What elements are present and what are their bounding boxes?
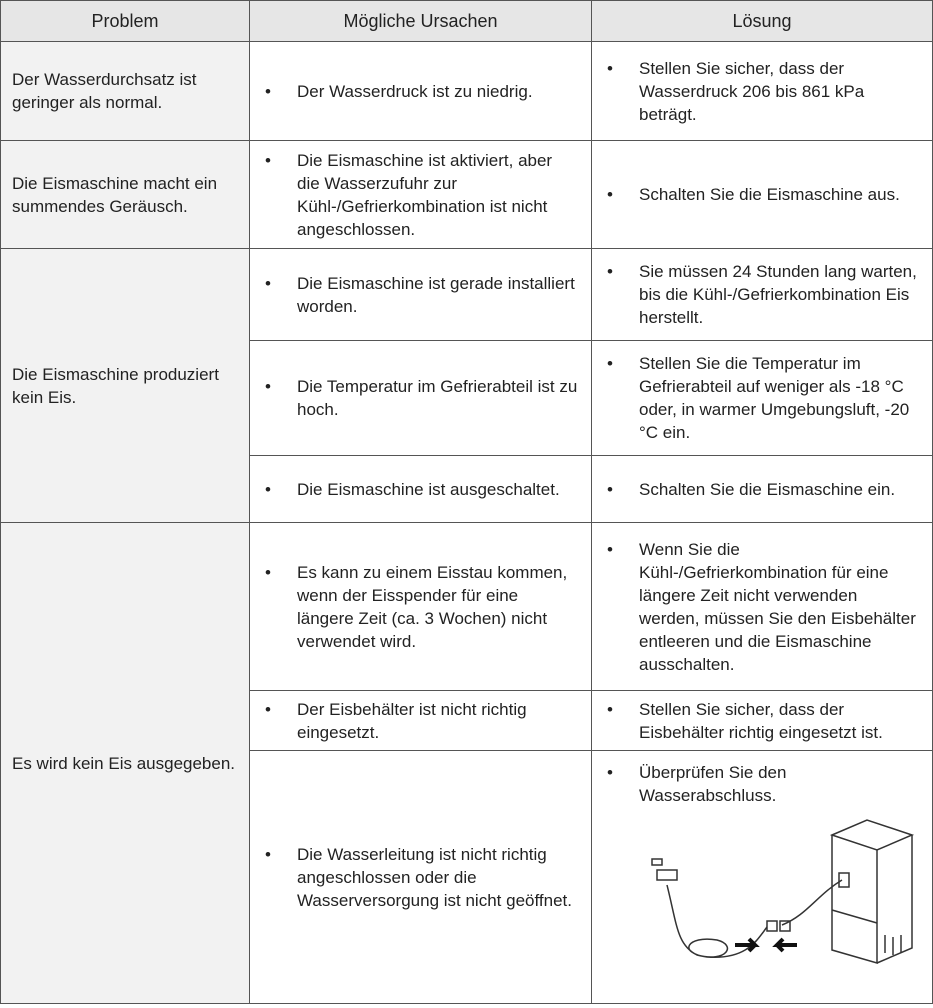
solution-cell: Stellen Sie die Temperatur im Gefrierabt… bbox=[591, 340, 933, 456]
solution-cell: Überprüfen Sie den Wasserabschluss. bbox=[591, 750, 933, 1004]
cause-cell: Die Temperatur im Gefrierabteil ist zu h… bbox=[249, 340, 592, 456]
problem-cell: Die Eismaschine produziert kein Eis. bbox=[0, 248, 250, 523]
solution-cell: Wenn Sie die Kühl-/Gefrierkombination fü… bbox=[591, 522, 933, 691]
cause-text: Die Wasserleitung ist nicht richtig ange… bbox=[265, 843, 579, 912]
solution-cell: Stellen Sie sicher, dass der Wasserdruck… bbox=[591, 41, 933, 141]
table-row: Die Eismaschine produziert kein Eis.Die … bbox=[0, 248, 933, 523]
solution-cell: Sie müssen 24 Stunden lang warten, bis d… bbox=[591, 248, 933, 341]
problem-cell: Es wird kein Eis ausgegeben. bbox=[0, 522, 250, 1004]
cause-cell: Der Eisbehälter ist nicht richtig einges… bbox=[249, 690, 592, 751]
water-connection-illustration bbox=[651, 819, 915, 964]
cause-cell: Die Eismaschine ist aktiviert, aber die … bbox=[249, 140, 592, 249]
solution-text: Stellen Sie die Temperatur im Gefrierabt… bbox=[607, 352, 920, 444]
solution-text: Wenn Sie die Kühl-/Gefrierkombination fü… bbox=[607, 538, 920, 676]
cause-text: Die Temperatur im Gefrierabteil ist zu h… bbox=[265, 375, 579, 421]
solution-cell: Schalten Sie die Eismaschine ein. bbox=[591, 455, 933, 523]
table-row: Der Wasserdurchsatz ist geringer als nor… bbox=[0, 41, 933, 141]
table-row: Die Eismaschine macht ein summendes Gerä… bbox=[0, 140, 933, 249]
cause-cell: Es kann zu einem Eisstau kommen, wenn de… bbox=[249, 522, 592, 691]
cause-text: Der Wasserdruck ist zu niedrig. bbox=[265, 80, 579, 103]
solution-text: Überprüfen Sie den Wasserabschluss. bbox=[607, 761, 920, 807]
cause-cell: Der Wasserdruck ist zu niedrig. bbox=[249, 41, 592, 141]
solution-text: Stellen Sie sicher, dass der Eisbehälter… bbox=[607, 698, 920, 744]
table-row: Die Temperatur im Gefrierabteil ist zu h… bbox=[1, 340, 933, 456]
header-cell: Lösung bbox=[591, 0, 933, 42]
cause-cell: Die Eismaschine ist ausgeschaltet. bbox=[249, 455, 592, 523]
solution-text: Schalten Sie die Eismaschine ein. bbox=[607, 478, 920, 501]
header-cell: Mögliche Ursachen bbox=[249, 0, 592, 42]
cause-cell: Die Eismaschine ist gerade installiert w… bbox=[249, 248, 592, 341]
cause-text: Die Eismaschine ist gerade installiert w… bbox=[265, 272, 579, 318]
cause-text: Der Eisbehälter ist nicht richtig einges… bbox=[265, 698, 579, 744]
header-row: Problem Mögliche Ursachen Lösung bbox=[0, 0, 933, 42]
table-row: Die Eismaschine ist ausgeschaltet. Schalt… bbox=[1, 455, 933, 523]
cause-text: Es kann zu einem Eisstau kommen, wenn de… bbox=[265, 561, 579, 653]
cause-text: Die Eismaschine ist ausgeschaltet. bbox=[265, 478, 579, 501]
cause-cell: Die Wasserleitung ist nicht richtig ange… bbox=[249, 750, 592, 1004]
problem-cell: Die Eismaschine macht ein summendes Gerä… bbox=[0, 140, 250, 249]
problem-cell: Der Wasserdurchsatz ist geringer als nor… bbox=[0, 41, 250, 141]
solution-text: Sie müssen 24 Stunden lang warten, bis d… bbox=[607, 260, 920, 329]
solution-text: Stellen Sie sicher, dass der Wasserdruck… bbox=[607, 57, 920, 126]
header-cell: Problem bbox=[0, 0, 250, 42]
solution-cell: Stellen Sie sicher, dass der Eisbehälter… bbox=[591, 690, 933, 751]
table-row: Es wird kein Eis ausgegeben.Es kann zu e… bbox=[0, 522, 933, 1004]
table-row: Die Wasserleitung ist nicht richtig ange… bbox=[1, 750, 933, 1004]
solution-cell: Schalten Sie die Eismaschine aus. bbox=[591, 140, 933, 249]
solution-text: Schalten Sie die Eismaschine aus. bbox=[607, 183, 920, 206]
cause-text: Die Eismaschine ist aktiviert, aber die … bbox=[265, 149, 579, 241]
